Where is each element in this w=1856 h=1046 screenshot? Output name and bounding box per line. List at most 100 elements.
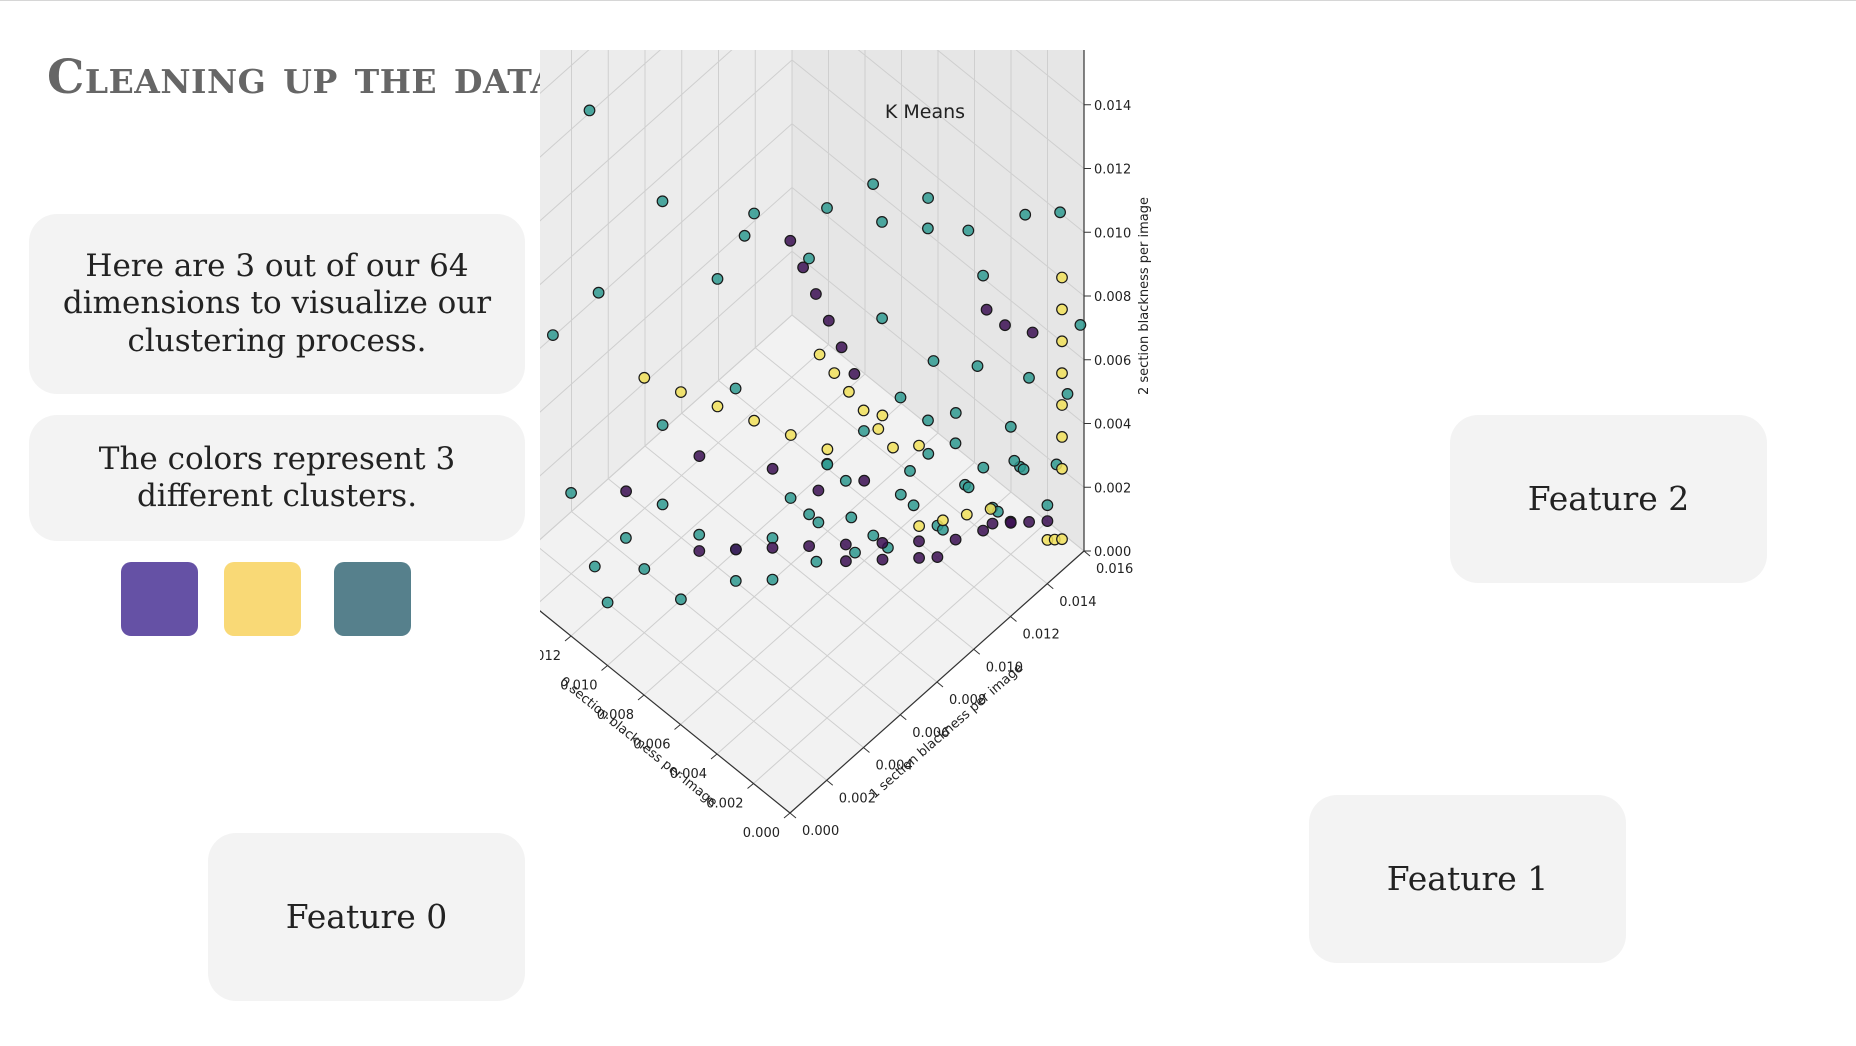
scatter-point — [1019, 208, 1032, 221]
scatter-point — [738, 229, 751, 242]
scatter-point — [766, 541, 779, 554]
feature2-card: Feature 2 — [1450, 415, 1767, 583]
y-tick-label: 0.006 — [912, 726, 949, 741]
y-tick-label: 0.012 — [1023, 628, 1060, 643]
z-tick-label: 0.002 — [1094, 481, 1131, 496]
scatter-point — [1017, 463, 1030, 476]
scatter-point — [962, 481, 975, 494]
scatter-point — [1056, 367, 1068, 380]
scatter-point — [1023, 371, 1035, 384]
scatter-point — [784, 492, 797, 504]
scatter-point — [937, 514, 949, 527]
scatter-point — [913, 439, 925, 452]
scatter-point — [748, 207, 761, 220]
scatter-point — [848, 368, 861, 380]
scatter-point — [904, 465, 916, 477]
z-axis-label: 2 section blackness per image — [1137, 197, 1152, 395]
scatter-point — [797, 261, 810, 274]
grid-line — [540, 50, 590, 94]
grid-line — [718, 380, 1011, 617]
scatter-point — [784, 429, 797, 441]
scatter-point — [601, 596, 614, 609]
scatter-point — [876, 553, 889, 566]
scatter-point — [588, 560, 601, 573]
scatter-point — [845, 511, 858, 524]
grid-line — [540, 344, 829, 603]
scatter-point — [711, 400, 724, 413]
scatter-point — [840, 555, 852, 568]
scatter-point — [821, 202, 833, 214]
scatter-point — [828, 367, 841, 380]
y-tick — [899, 714, 907, 721]
x-tick — [637, 694, 645, 701]
scatter-point — [1056, 431, 1068, 443]
scatter-point — [1041, 499, 1054, 512]
y-tick — [826, 779, 834, 786]
y-tick-label: 0.010 — [986, 660, 1023, 675]
scatter-point — [857, 404, 870, 417]
scatter-point — [872, 423, 885, 435]
scatter-point — [822, 314, 835, 327]
scatter-point — [1008, 454, 1021, 467]
feature2-label: Feature 2 — [1527, 479, 1690, 519]
scatter-point — [927, 355, 940, 367]
scatter-point — [1074, 319, 1087, 331]
scatter-point — [922, 414, 934, 427]
scatter-point — [894, 488, 907, 501]
scatter-point — [638, 371, 651, 384]
scatter-point — [810, 288, 822, 300]
slide-title: Cleaning up the data — [47, 50, 557, 105]
x-tick — [601, 665, 608, 671]
grid-line — [540, 59, 793, 286]
scatter-point — [913, 535, 925, 548]
grid-line — [607, 403, 902, 666]
grid-line — [644, 445, 938, 683]
y-tick-label: 0.002 — [839, 791, 876, 806]
scatter-point — [931, 551, 944, 564]
scatter-point — [843, 385, 855, 398]
scatter-point — [812, 484, 825, 497]
scatter-point — [971, 360, 984, 373]
scatter-point — [1056, 335, 1068, 348]
scatter-point — [729, 543, 742, 556]
swatch-yellow — [224, 562, 301, 636]
scatter-point — [656, 419, 669, 432]
grid-line — [791, 59, 1085, 297]
feature1-label: Feature 1 — [1386, 859, 1549, 899]
y-tick-label: 0.016 — [1096, 562, 1133, 577]
scatter-point — [693, 528, 706, 541]
y-tick — [789, 812, 797, 819]
swatch-purple — [121, 562, 198, 636]
z-tick-label: 0.004 — [1094, 418, 1131, 433]
scatter-point — [835, 341, 848, 354]
grid-line — [540, 50, 733, 222]
chart-axes — [540, 50, 1091, 819]
scatter-point — [766, 462, 779, 475]
scatter-point — [821, 458, 834, 471]
scatter-point — [1061, 388, 1074, 400]
grid-line — [540, 314, 793, 541]
scatter-point — [766, 573, 779, 586]
scatter-point — [729, 575, 742, 587]
z-tick-label: 0.008 — [1094, 290, 1131, 305]
z-tick-label: 0.006 — [1094, 354, 1131, 369]
x-tick-label: 0.012 — [540, 649, 561, 664]
x-tick-label: 0.006 — [633, 738, 670, 753]
scatter-point — [1056, 399, 1068, 411]
y-tick-label: 0.004 — [876, 759, 913, 774]
scatter-point — [907, 499, 920, 512]
scatter-point — [803, 508, 816, 521]
scatter-point — [1056, 271, 1068, 284]
y-tick — [1046, 583, 1054, 590]
scatter-point — [867, 178, 880, 191]
y-tick — [1083, 550, 1091, 557]
top-border — [0, 0, 1856, 1]
x-tick-label: 0.000 — [743, 826, 780, 841]
z-tick-label: 0.012 — [1094, 163, 1131, 178]
x-tick-label: 0.002 — [706, 797, 743, 812]
scatter-point — [803, 252, 815, 265]
scatter-point — [565, 487, 577, 499]
scatter-point — [849, 546, 861, 559]
scatter-point — [980, 303, 993, 316]
scatter-point — [729, 382, 742, 395]
